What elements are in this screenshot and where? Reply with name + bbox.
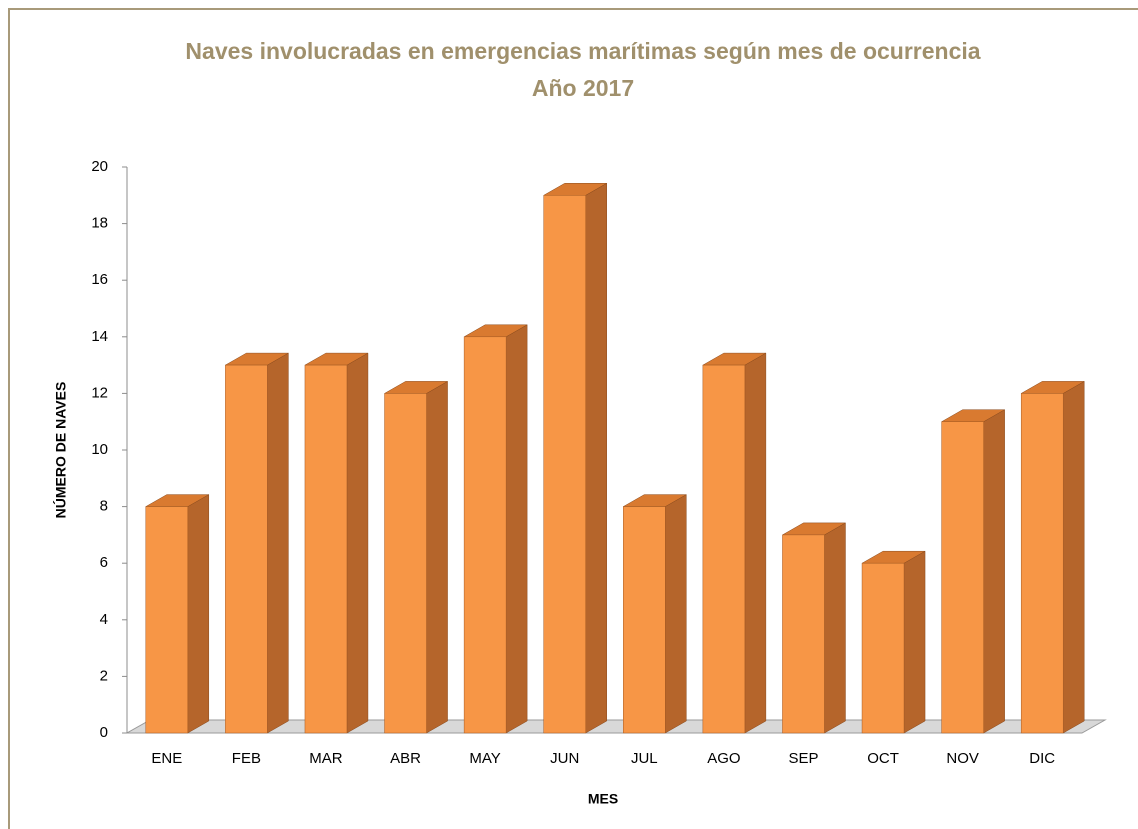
bar-side [426, 380, 448, 734]
x-tick-label: ENE [151, 750, 182, 767]
y-tick-label: 4 [100, 611, 108, 628]
x-tick-label: MAR [309, 750, 343, 767]
bar-side [267, 352, 289, 734]
y-tick-label: 18 [91, 215, 108, 232]
x-tick-label: OCT [867, 750, 899, 767]
x-tick-label: JUN [550, 750, 579, 767]
x-tick-label: DIC [1029, 750, 1055, 767]
chart-frame [8, 8, 1138, 829]
bar [623, 506, 666, 734]
bar-side [585, 182, 607, 734]
bar [941, 421, 984, 734]
y-axis-title: NÚMERO DE NAVES [52, 382, 69, 519]
bar [1020, 393, 1064, 734]
bar-side [983, 409, 1005, 734]
floor [125, 719, 1107, 734]
y-tick-label: 0 [100, 724, 108, 741]
bar-side [505, 324, 528, 734]
y-tick-label: 14 [91, 328, 108, 345]
x-tick-label: ABR [390, 750, 421, 767]
bar [384, 393, 427, 734]
x-tick-label: JUL [631, 750, 658, 767]
y-tick-label: 10 [91, 441, 108, 458]
x-tick-label: NOV [946, 750, 979, 767]
chart-title: Naves involucradas en emergencias maríti… [185, 38, 980, 64]
bar-side [824, 522, 846, 734]
bar [145, 506, 189, 734]
bar [225, 364, 268, 734]
bar [702, 364, 746, 734]
bar-side [187, 494, 210, 734]
bar [543, 195, 586, 734]
x-tick-label: AGO [707, 750, 740, 767]
y-tick-label: 2 [100, 667, 108, 684]
bar-side [903, 550, 926, 734]
y-tick-label: 12 [91, 384, 108, 401]
bar [304, 364, 348, 734]
x-tick-label: MAY [469, 750, 500, 767]
bar [782, 534, 825, 734]
y-tick-label: 6 [100, 554, 108, 571]
bar [463, 336, 507, 734]
x-tick-label: FEB [232, 750, 261, 767]
y-tick-label: 20 [91, 158, 108, 175]
y-tick-label: 8 [100, 498, 108, 515]
x-tick-label: SEP [788, 750, 818, 767]
chart-subtitle: Año 2017 [532, 75, 634, 101]
x-axis-title: MES [588, 791, 618, 807]
bar [861, 562, 905, 734]
bar-side [665, 494, 687, 734]
bar-side [346, 352, 369, 734]
bar-side [1062, 380, 1085, 734]
bar-side [744, 352, 767, 734]
y-tick-label: 16 [91, 271, 108, 288]
